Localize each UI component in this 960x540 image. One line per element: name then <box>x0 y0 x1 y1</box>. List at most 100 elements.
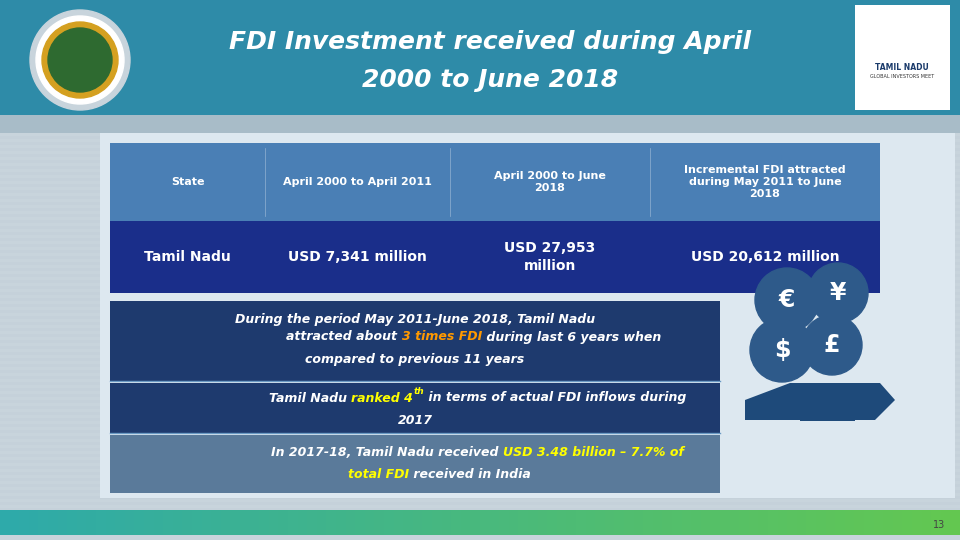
FancyBboxPatch shape <box>298 510 308 535</box>
FancyBboxPatch shape <box>0 510 11 535</box>
FancyBboxPatch shape <box>100 133 955 498</box>
Bar <box>0 382 960 385</box>
Bar <box>0 466 960 469</box>
FancyBboxPatch shape <box>250 510 260 535</box>
Text: Incremental FDI attracted
during May 2011 to June
2018: Incremental FDI attracted during May 201… <box>684 165 846 199</box>
Text: April 2000 to June
2018: April 2000 to June 2018 <box>494 171 606 193</box>
FancyBboxPatch shape <box>480 510 491 535</box>
Bar <box>0 496 960 499</box>
Text: April 2000 to April 2011: April 2000 to April 2011 <box>283 177 432 187</box>
FancyBboxPatch shape <box>110 435 720 493</box>
Bar <box>0 190 960 193</box>
FancyBboxPatch shape <box>259 510 270 535</box>
Bar <box>0 310 960 313</box>
Text: total FDI: total FDI <box>348 468 409 481</box>
FancyBboxPatch shape <box>538 510 548 535</box>
FancyBboxPatch shape <box>202 510 212 535</box>
Text: 2000 to June 2018: 2000 to June 2018 <box>362 68 618 92</box>
FancyBboxPatch shape <box>490 510 500 535</box>
FancyBboxPatch shape <box>134 510 145 535</box>
FancyBboxPatch shape <box>10 510 20 535</box>
Text: During the period May 2011-June 2018, Tamil Nadu: During the period May 2011-June 2018, Ta… <box>235 313 595 326</box>
Bar <box>0 208 960 211</box>
Circle shape <box>755 268 819 332</box>
Bar <box>0 316 960 319</box>
FancyBboxPatch shape <box>950 510 960 535</box>
FancyBboxPatch shape <box>845 510 855 535</box>
FancyBboxPatch shape <box>374 510 385 535</box>
Text: USD 7,341 million: USD 7,341 million <box>288 250 427 264</box>
FancyBboxPatch shape <box>278 510 289 535</box>
FancyBboxPatch shape <box>48 510 59 535</box>
Bar <box>0 262 960 265</box>
FancyBboxPatch shape <box>653 510 663 535</box>
Text: 13: 13 <box>933 520 945 530</box>
Circle shape <box>808 263 868 323</box>
FancyBboxPatch shape <box>509 510 519 535</box>
Bar <box>0 448 960 451</box>
FancyBboxPatch shape <box>154 510 164 535</box>
FancyBboxPatch shape <box>778 510 788 535</box>
FancyBboxPatch shape <box>893 510 903 535</box>
FancyBboxPatch shape <box>173 510 183 535</box>
Text: USD 3.48 billion – 7.7% of: USD 3.48 billion – 7.7% of <box>503 446 684 458</box>
FancyBboxPatch shape <box>163 510 174 535</box>
Bar <box>0 304 960 307</box>
FancyBboxPatch shape <box>288 510 299 535</box>
FancyBboxPatch shape <box>672 510 683 535</box>
FancyBboxPatch shape <box>336 510 347 535</box>
FancyBboxPatch shape <box>739 510 750 535</box>
FancyBboxPatch shape <box>221 510 231 535</box>
FancyBboxPatch shape <box>787 510 798 535</box>
FancyBboxPatch shape <box>29 510 39 535</box>
FancyBboxPatch shape <box>96 510 107 535</box>
FancyBboxPatch shape <box>67 510 78 535</box>
Bar <box>0 430 960 433</box>
FancyBboxPatch shape <box>566 510 577 535</box>
Bar <box>0 268 960 271</box>
FancyBboxPatch shape <box>758 510 769 535</box>
FancyBboxPatch shape <box>749 510 759 535</box>
FancyBboxPatch shape <box>192 510 203 535</box>
Bar <box>0 346 960 349</box>
Bar <box>0 406 960 409</box>
Bar <box>0 274 960 277</box>
FancyBboxPatch shape <box>115 510 126 535</box>
FancyBboxPatch shape <box>682 510 692 535</box>
Text: 2017: 2017 <box>397 414 433 427</box>
FancyBboxPatch shape <box>931 510 942 535</box>
Text: €: € <box>779 288 795 312</box>
Bar <box>0 490 960 493</box>
Bar <box>0 160 960 163</box>
Bar <box>0 184 960 187</box>
Text: £: £ <box>824 333 840 357</box>
Bar <box>0 418 960 421</box>
Bar <box>0 340 960 343</box>
FancyBboxPatch shape <box>0 0 960 115</box>
FancyBboxPatch shape <box>902 510 913 535</box>
FancyBboxPatch shape <box>346 510 356 535</box>
Bar <box>0 484 960 487</box>
Bar <box>0 220 960 223</box>
Bar <box>0 298 960 301</box>
FancyBboxPatch shape <box>874 510 884 535</box>
FancyBboxPatch shape <box>110 301 720 381</box>
Bar <box>0 142 960 145</box>
Bar <box>0 358 960 361</box>
Bar <box>0 238 960 241</box>
Bar <box>0 442 960 445</box>
FancyBboxPatch shape <box>182 510 193 535</box>
Circle shape <box>42 22 118 98</box>
FancyBboxPatch shape <box>797 510 807 535</box>
FancyBboxPatch shape <box>614 510 625 535</box>
FancyBboxPatch shape <box>240 510 251 535</box>
FancyBboxPatch shape <box>595 510 606 535</box>
FancyBboxPatch shape <box>854 510 865 535</box>
FancyBboxPatch shape <box>547 510 558 535</box>
FancyBboxPatch shape <box>586 510 596 535</box>
Bar <box>0 472 960 475</box>
Text: USD 20,612 million: USD 20,612 million <box>690 250 839 264</box>
Bar <box>0 136 960 139</box>
FancyBboxPatch shape <box>110 143 880 221</box>
Circle shape <box>750 318 814 382</box>
